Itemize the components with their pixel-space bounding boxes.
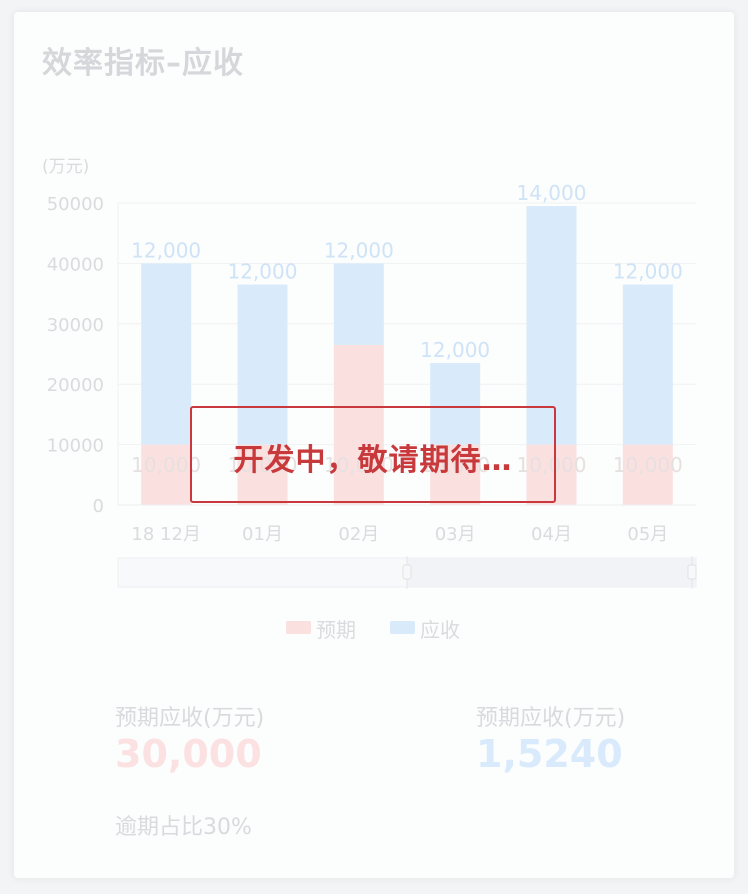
data-label-receivable: 14,000 xyxy=(517,181,587,205)
data-label-receivable: 12,000 xyxy=(324,238,394,262)
y-tick-label: 30000 xyxy=(47,315,104,336)
dev-notice-box: 开发中，敬请期待… xyxy=(190,406,556,503)
stat-value-receivable: 1,5240 xyxy=(476,732,623,776)
y-tick-label: 20000 xyxy=(47,375,104,396)
x-tick-label: 02月 xyxy=(338,524,379,545)
dev-notice-text: 开发中，敬请期待… xyxy=(234,435,513,479)
x-tick-label: 05月 xyxy=(627,524,668,545)
stat-label-forecast: 预期应收(万元) xyxy=(115,700,264,732)
legend-label-forecast: 预期 xyxy=(316,618,356,642)
data-label-receivable: 12,000 xyxy=(420,338,490,362)
datazoom-selection xyxy=(407,558,696,587)
y-unit-label: (万元) xyxy=(42,157,89,177)
legend-label-receivable: 应收 xyxy=(420,618,460,642)
y-tick-label: 40000 xyxy=(47,254,104,275)
bar-receivable xyxy=(141,263,191,444)
y-tick-label: 0 xyxy=(93,496,104,517)
datazoom-handle-left xyxy=(403,565,411,579)
stacked-bar-chart: (万元) 0 10000 20000 30000 40000 50000 10,000 12,0… xyxy=(14,12,734,652)
data-label-receivable: 12,000 xyxy=(131,238,201,262)
x-tick-label: 01月 xyxy=(242,524,283,545)
x-tick-label: 18 12月 xyxy=(131,524,201,545)
stat-label-receivable: 预期应收(万元) xyxy=(476,700,625,732)
bar-receivable xyxy=(334,263,384,345)
y-tick-label: 10000 xyxy=(47,436,104,457)
y-tick-label: 50000 xyxy=(47,194,104,215)
data-label-receivable: 12,000 xyxy=(613,260,683,284)
datazoom-handle-right xyxy=(688,565,696,579)
data-label-forecast: 10,000 xyxy=(613,453,683,477)
bar-receivable xyxy=(623,285,673,445)
legend-swatch-receivable xyxy=(390,621,415,634)
data-label-receivable: 12,000 xyxy=(228,260,298,284)
stat-value-forecast: 30,000 xyxy=(115,732,262,776)
overdue-ratio: 逾期占比30% xyxy=(115,809,252,841)
legend-swatch-forecast xyxy=(286,621,311,634)
receivables-card: 效率指标–应收 (万元) 0 10000 20000 30000 40000 50000 10… xyxy=(14,12,734,878)
x-tick-label: 04月 xyxy=(531,524,572,545)
x-tick-label: 03月 xyxy=(435,524,476,545)
